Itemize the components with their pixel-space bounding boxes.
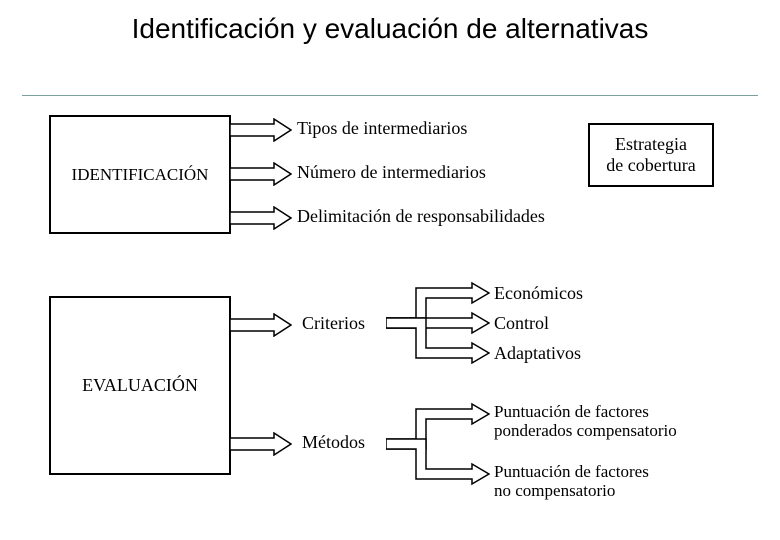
text-delimitacion: Delimitación de responsabilidades — [297, 206, 545, 227]
arrow-ident-tipos — [230, 118, 292, 142]
arrow-criterios-trident — [386, 278, 490, 368]
arrow-ident-numero — [230, 162, 292, 186]
arrow-metodos-split — [386, 398, 490, 490]
text-tipos: Tipos de intermediarios — [297, 118, 467, 139]
arrow-eval-criterios — [230, 313, 292, 337]
box-identificacion: IDENTIFICACIÓN — [49, 115, 231, 234]
arrow-eval-metodos — [230, 432, 292, 456]
box-evaluacion-label: EVALUACIÓN — [82, 375, 198, 396]
page-title: Identificación y evaluación de alternati… — [0, 12, 780, 45]
text-numero: Número de intermediarios — [297, 162, 486, 183]
text-control: Control — [494, 313, 549, 334]
diagram-canvas: Identificación y evaluación de alternati… — [0, 0, 780, 540]
text-puntuacion-nocomp-l2: no compensatorio — [494, 481, 615, 501]
text-puntuacion-comp-l2: ponderados compensatorio — [494, 421, 677, 441]
title-divider — [22, 95, 758, 96]
box-estrategia-line2: de cobertura — [606, 155, 695, 176]
text-criterios: Criterios — [302, 313, 365, 334]
text-adaptativos: Adaptativos — [494, 343, 581, 364]
text-puntuacion-comp-l1: Puntuación de factores — [494, 402, 649, 422]
text-economicos: Económicos — [494, 283, 583, 304]
box-estrategia: Estrategia de cobertura — [588, 123, 714, 187]
text-metodos: Métodos — [302, 432, 365, 453]
box-estrategia-line1: Estrategia — [615, 134, 687, 155]
text-puntuacion-nocomp-l1: Puntuación de factores — [494, 462, 649, 482]
box-evaluacion: EVALUACIÓN — [49, 296, 231, 475]
arrow-ident-delimitacion — [230, 206, 292, 230]
box-identificacion-label: IDENTIFICACIÓN — [72, 165, 209, 185]
